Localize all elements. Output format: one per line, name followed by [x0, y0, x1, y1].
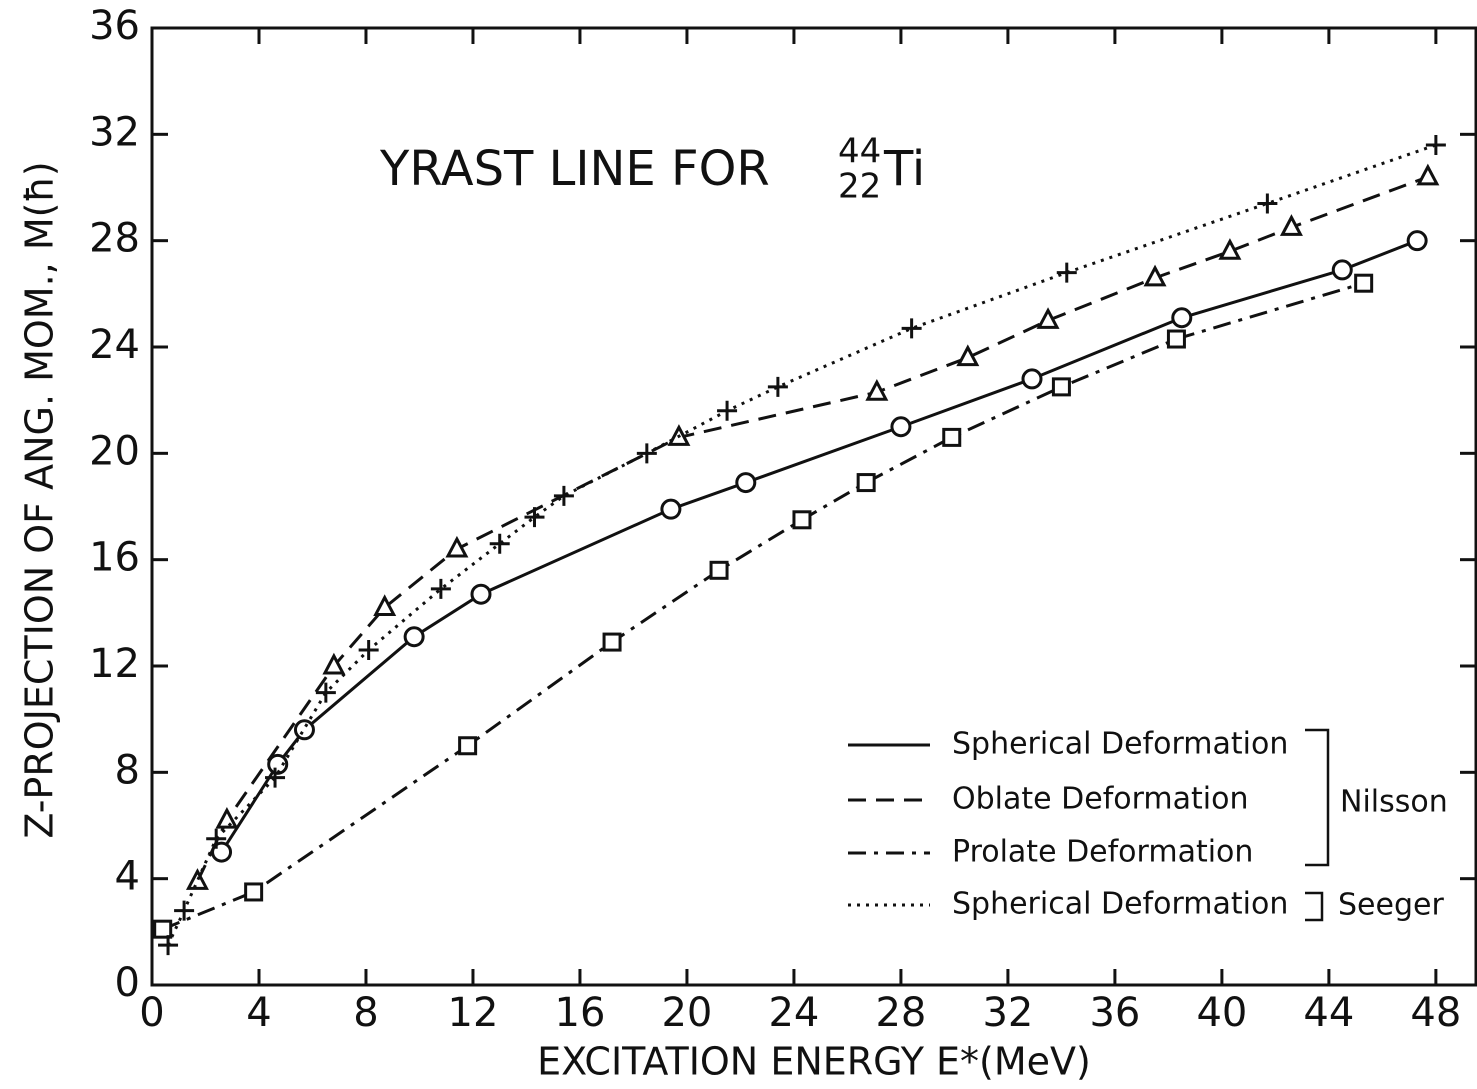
- point: [322, 652, 346, 675]
- y-tick-label: 4: [115, 854, 140, 900]
- legend-label: Prolate Deformation: [952, 835, 1253, 870]
- legend-label: Oblate Deformation: [952, 782, 1248, 817]
- x-tick-label: 36: [1089, 990, 1140, 1036]
- point: [215, 806, 239, 829]
- y-tick-label: 16: [89, 535, 140, 581]
- point: [470, 583, 492, 605]
- legend-label: Spherical Deformation: [952, 727, 1288, 762]
- point: [185, 868, 209, 890]
- point: [942, 427, 962, 447]
- point: [1036, 307, 1060, 329]
- point: [430, 578, 451, 599]
- point: [890, 416, 912, 438]
- point: [265, 767, 286, 788]
- point: [602, 632, 622, 652]
- title-charge: 22: [838, 167, 881, 207]
- y-tick-label: 20: [89, 428, 140, 474]
- x-tick-label: 40: [1196, 990, 1247, 1036]
- series-line: [162, 281, 1365, 931]
- x-tick-label: 4: [246, 990, 271, 1036]
- y-tick-label: 12: [89, 641, 140, 687]
- legend-group: Nilsson: [1340, 785, 1448, 820]
- point: [1406, 230, 1428, 252]
- point: [206, 828, 227, 849]
- y-tick-label: 8: [115, 747, 140, 793]
- x-tick-label: 16: [555, 990, 606, 1036]
- title-mass: 44: [838, 132, 881, 172]
- x-tick-label: 12: [448, 990, 499, 1036]
- y-tick-label: 28: [89, 216, 140, 262]
- point: [636, 443, 657, 464]
- point: [524, 507, 545, 528]
- point: [709, 560, 729, 580]
- point: [293, 719, 315, 741]
- point: [767, 376, 788, 397]
- point: [1257, 193, 1278, 214]
- point: [403, 626, 425, 648]
- point: [660, 498, 682, 520]
- x-tick-label: 0: [139, 990, 164, 1036]
- point: [1416, 163, 1440, 186]
- point: [1056, 262, 1077, 283]
- x-tick-label: 48: [1410, 990, 1461, 1036]
- point: [1218, 238, 1242, 260]
- point: [373, 594, 397, 617]
- point: [956, 344, 980, 367]
- point: [267, 753, 289, 775]
- point: [792, 510, 812, 530]
- point: [158, 935, 179, 956]
- series-line: [166, 143, 1437, 946]
- x-axis-label: EXCITATION ENERGY E*(MeV): [537, 1040, 1091, 1084]
- legend-label: Spherical Deformation: [952, 887, 1288, 922]
- point: [1021, 368, 1043, 390]
- point: [153, 919, 173, 939]
- legend-group: Seeger: [1338, 888, 1444, 923]
- x-tick-label: 44: [1303, 990, 1354, 1036]
- point: [1171, 307, 1193, 329]
- point: [1143, 264, 1167, 287]
- point: [1331, 259, 1353, 281]
- x-tick-label: 24: [768, 990, 819, 1036]
- y-tick-label: 0: [115, 960, 140, 1006]
- x-tick-label: 20: [661, 990, 712, 1036]
- x-tick-label: 32: [982, 990, 1033, 1036]
- y-tick-label: 36: [89, 3, 140, 49]
- point: [1279, 214, 1303, 236]
- point: [315, 682, 336, 703]
- series-line: [196, 175, 1429, 882]
- point: [445, 535, 469, 558]
- point: [901, 318, 922, 339]
- chart-title: YRAST LINE FOR: [379, 141, 770, 197]
- point: [1354, 273, 1374, 293]
- point: [865, 378, 889, 401]
- point: [856, 473, 876, 493]
- point: [458, 736, 478, 756]
- point: [1166, 329, 1186, 349]
- point: [1051, 377, 1071, 397]
- x-tick-label: 8: [353, 990, 378, 1036]
- point: [244, 882, 264, 902]
- y-axis-label: Z-PROJECTION OF ANG. MOM., M(ħ): [18, 161, 62, 838]
- point: [1425, 134, 1446, 155]
- point: [174, 900, 195, 921]
- title-element: Ti: [883, 141, 925, 197]
- legend-bracket: [1305, 728, 1330, 922]
- point: [735, 472, 757, 494]
- plot-frame: [150, 26, 1477, 987]
- point: [553, 485, 574, 506]
- x-tick-label: 28: [875, 990, 926, 1036]
- y-tick-label: 24: [89, 322, 140, 368]
- point: [358, 640, 379, 661]
- y-tick-label: 32: [89, 109, 140, 155]
- point: [717, 400, 738, 421]
- point: [489, 533, 510, 554]
